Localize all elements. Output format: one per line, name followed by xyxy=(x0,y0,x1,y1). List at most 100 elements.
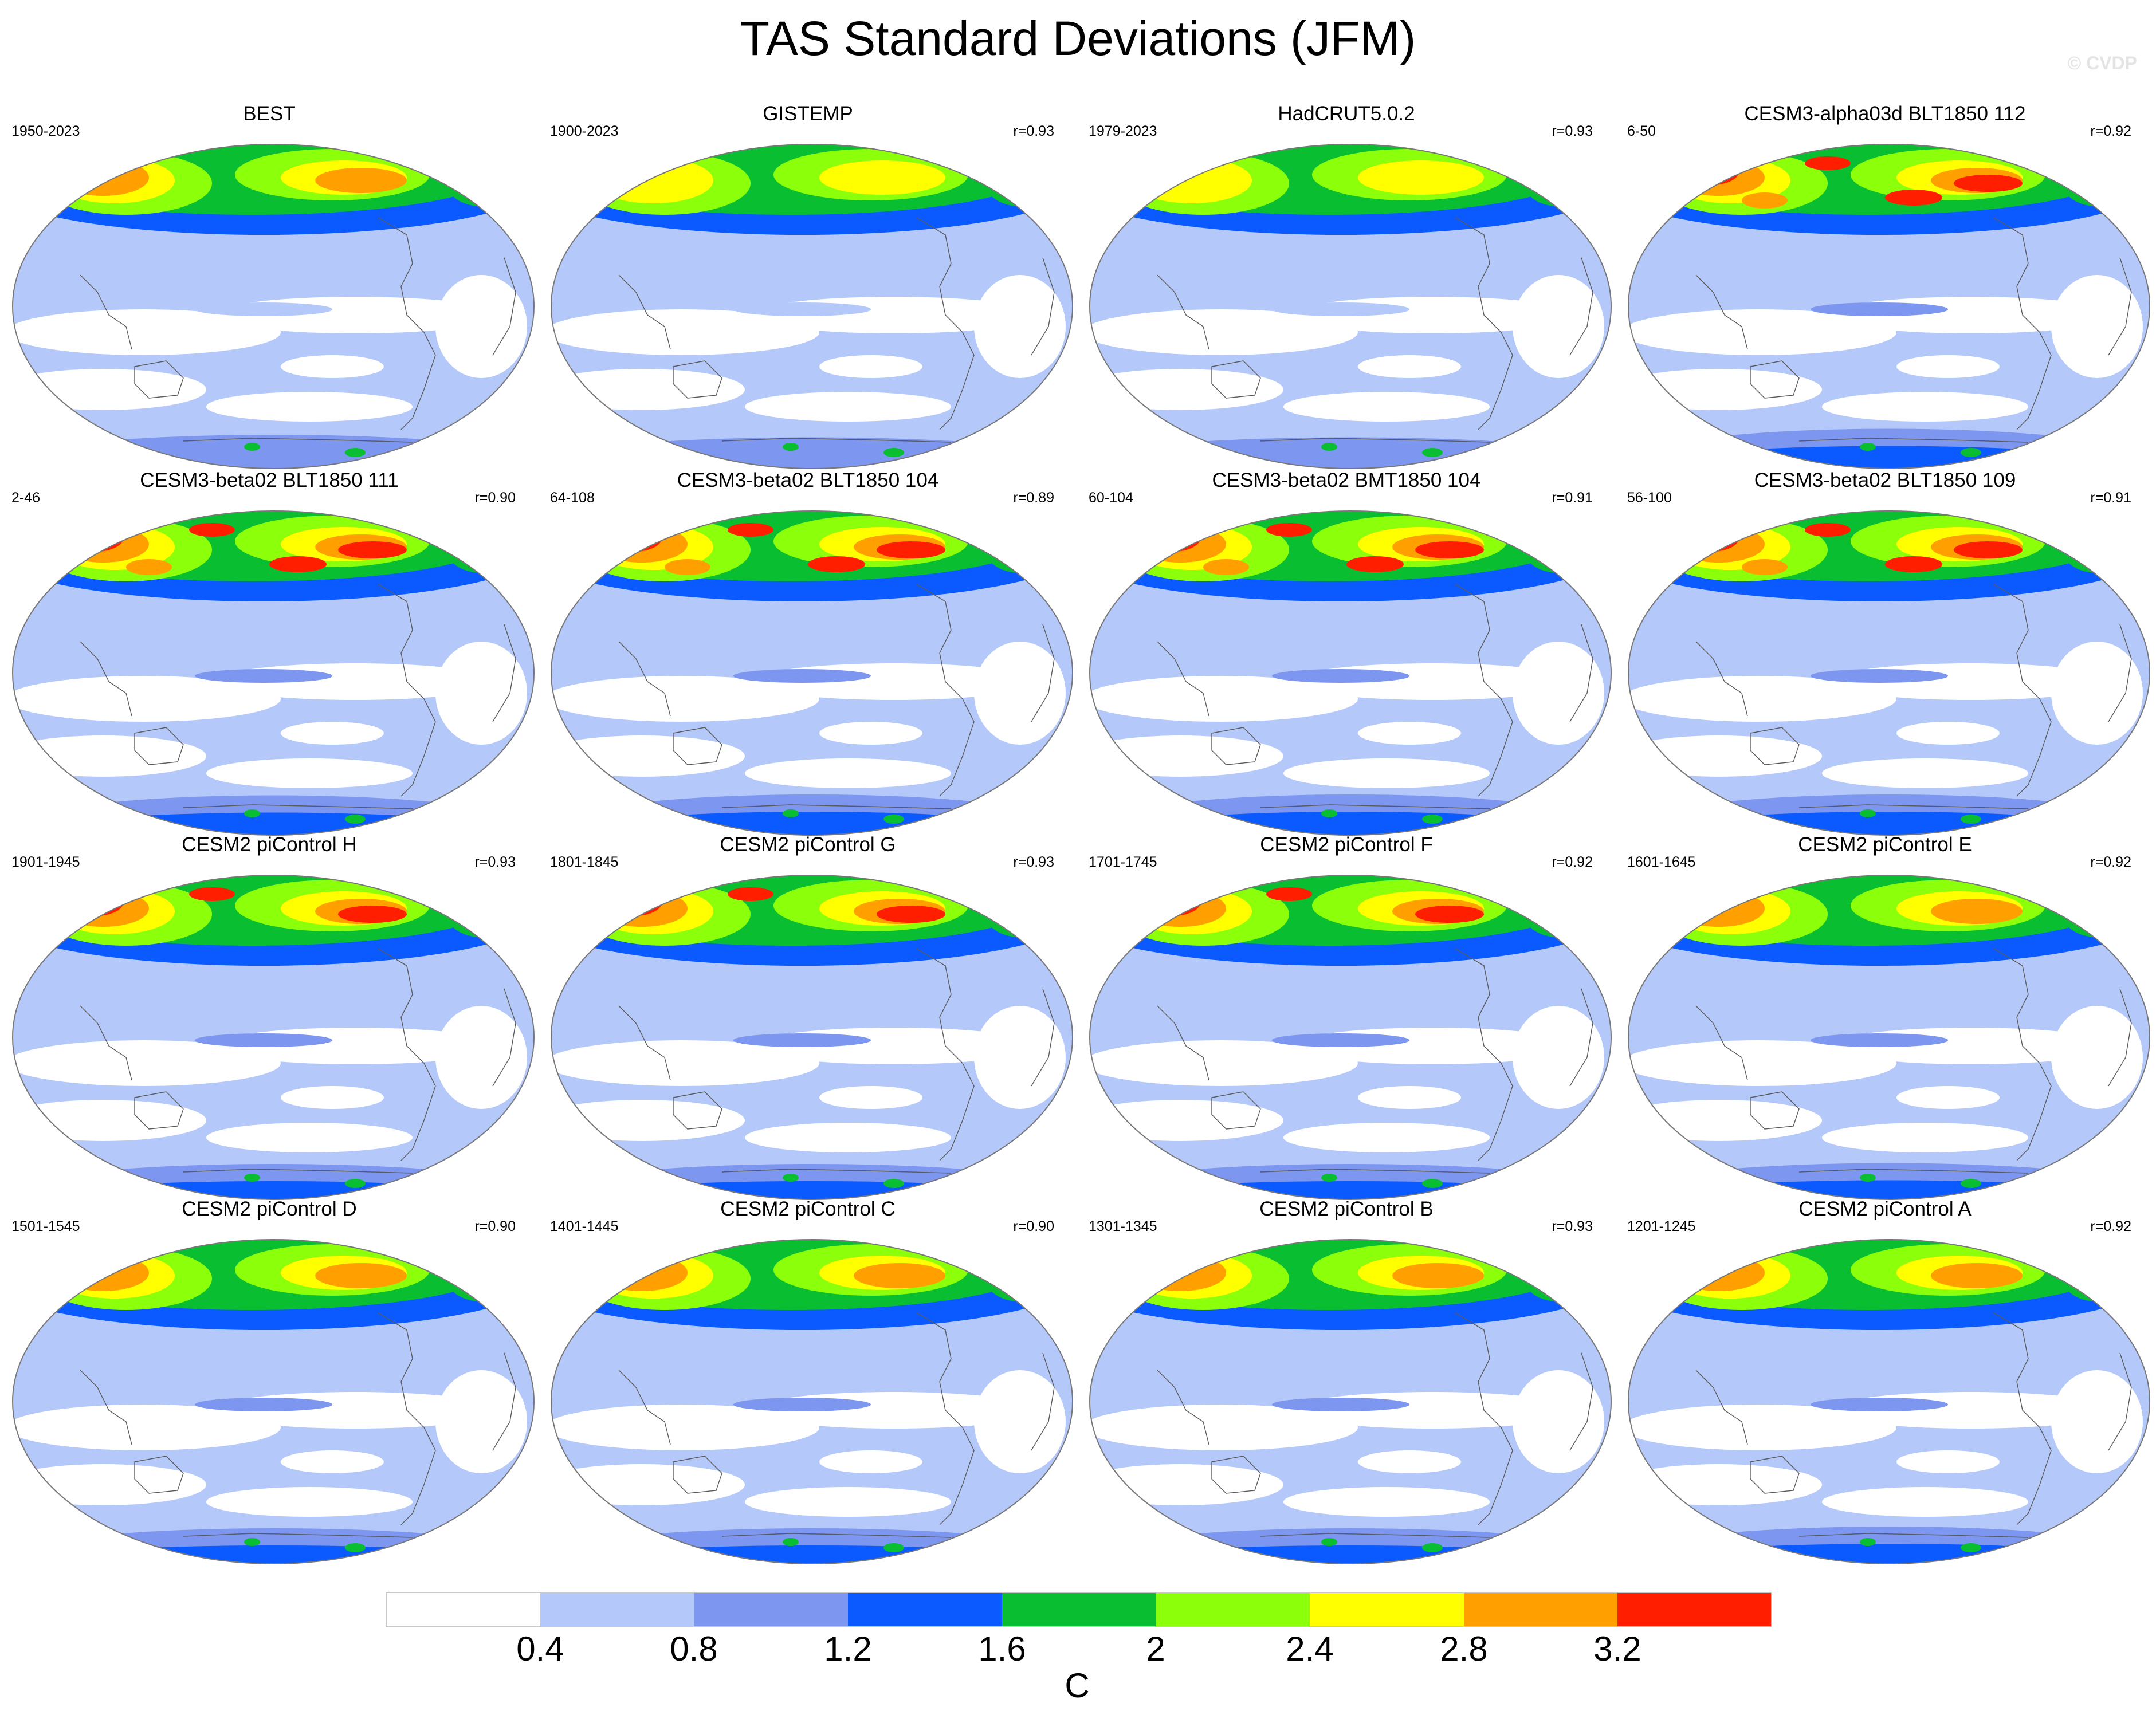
asia-coast xyxy=(618,1370,671,1445)
nh-level-6 xyxy=(819,160,945,195)
panel-title: CESM3-alpha03d BLT1850 112 xyxy=(1744,103,2026,125)
equatorial-band xyxy=(733,1033,871,1047)
low-band xyxy=(206,758,413,788)
sh-spot xyxy=(1422,1543,1443,1552)
nh-level-8 xyxy=(60,889,123,916)
panel-years: 1501-1545 xyxy=(11,1218,80,1234)
asia-coast xyxy=(80,274,132,350)
map-panel: BEST 1950-2023 xyxy=(0,101,539,473)
panel-title: CESM2 piControl B xyxy=(1259,1198,1434,1220)
low-band xyxy=(819,355,922,378)
nh-level-7 xyxy=(1931,899,2023,924)
colorbar-label: 0.4 xyxy=(516,1630,564,1668)
nh-level-8 xyxy=(599,889,662,916)
nh-level-7 xyxy=(854,1263,945,1288)
low-band xyxy=(1628,676,1896,722)
nh-level-6 xyxy=(1358,160,1484,195)
africa-coast xyxy=(1031,257,1055,356)
equatorial-band xyxy=(1811,1033,1948,1047)
antarctica-coast xyxy=(1798,1533,2029,1538)
nh-level-8 xyxy=(599,525,662,552)
coastlines xyxy=(1157,948,1593,1174)
africa-coast xyxy=(1569,988,1593,1087)
coastlines xyxy=(1157,217,1593,443)
sh-spot xyxy=(244,1174,260,1182)
sh-level-2 xyxy=(551,437,1073,469)
australia-coast xyxy=(1750,727,1800,765)
sh-spot xyxy=(244,443,260,451)
nh-level-8 xyxy=(877,906,945,923)
nh-level-7 xyxy=(1392,1263,1484,1288)
nh-level-8 xyxy=(1676,525,1739,552)
nh-level-4 xyxy=(1524,891,1593,937)
low-band xyxy=(206,1487,413,1517)
nh-level-7 xyxy=(1134,526,1226,563)
colorbar-swatch xyxy=(1002,1592,1156,1627)
sh-spot xyxy=(883,1543,904,1552)
panel-correlation: r=0.93 xyxy=(1552,1218,1593,1234)
low-band xyxy=(819,1450,922,1473)
africa-coast xyxy=(2108,257,2132,356)
equatorial-band xyxy=(195,669,332,683)
low-band xyxy=(1513,1370,1604,1473)
nh-level-7 xyxy=(596,1254,688,1291)
nh-level-7 xyxy=(1673,890,1765,927)
nh-level-7 xyxy=(1673,159,1765,196)
world-map xyxy=(551,510,1073,836)
world-map xyxy=(1089,1239,1612,1564)
map-border xyxy=(12,510,535,836)
africa-coast xyxy=(1031,988,1055,1087)
nh-level-7 xyxy=(1742,559,1788,575)
equatorial-band xyxy=(733,302,871,316)
americas-coast xyxy=(1993,217,2052,430)
nh-level-8 xyxy=(728,523,773,537)
nh-level-8 xyxy=(1805,156,1851,170)
antarctica-coast xyxy=(183,804,413,809)
equatorial-band xyxy=(1811,1398,1948,1411)
map-border xyxy=(1089,875,1612,1200)
australia-coast xyxy=(1211,1456,1261,1494)
panel-years: 1950-2023 xyxy=(11,123,80,139)
panel-correlation: r=0.91 xyxy=(1552,490,1593,506)
panel-title: GISTEMP xyxy=(763,103,853,125)
africa-coast xyxy=(1569,257,1593,356)
australia-coast xyxy=(1750,360,1800,399)
asia-coast xyxy=(80,1370,132,1445)
colorbar-label: 3.2 xyxy=(1593,1630,1641,1668)
low-band xyxy=(281,1086,384,1109)
nh-level-8 xyxy=(1137,889,1200,916)
map-panel: CESM2 piControl G 1801-1845 r=0.93 xyxy=(539,832,1077,1204)
africa-coast xyxy=(2108,988,2132,1087)
asia-coast xyxy=(618,274,671,350)
nh-level-8 xyxy=(189,887,235,901)
colorbar xyxy=(386,1592,1772,1627)
antarctica-coast xyxy=(1260,438,1490,443)
equatorial-band xyxy=(1272,669,1409,683)
sh-spot xyxy=(1860,443,1876,451)
equatorial-band xyxy=(195,1398,332,1411)
panel-years: 64-108 xyxy=(550,490,595,506)
americas-coast xyxy=(378,1312,436,1525)
asia-coast xyxy=(1157,1005,1209,1081)
tas-field xyxy=(1090,875,1611,1199)
low-band xyxy=(1358,355,1461,378)
panel-title: BEST xyxy=(243,103,296,125)
panel-title: CESM2 piControl D xyxy=(182,1198,357,1220)
antarctica-coast xyxy=(721,804,952,809)
sh-spot xyxy=(1321,1538,1337,1546)
low-band xyxy=(1283,1123,1490,1152)
panel-correlation: r=0.90 xyxy=(474,1218,516,1234)
low-band xyxy=(2051,1006,2143,1109)
nh-level-8 xyxy=(1266,523,1312,537)
nh-level-4 xyxy=(1524,160,1593,206)
nh-level-8 xyxy=(1266,887,1312,901)
low-band xyxy=(1822,1123,2028,1152)
map-panel: CESM3-beta02 BLT1850 111 2-46 r=0.90 xyxy=(0,467,539,840)
sh-spot xyxy=(883,448,904,457)
australia-coast xyxy=(673,1456,722,1494)
nh-level-4 xyxy=(2063,891,2131,937)
panel-title: CESM2 piControl H xyxy=(182,833,357,856)
tas-field xyxy=(13,1240,534,1564)
sh-level-3 xyxy=(1643,1544,2135,1564)
asia-coast xyxy=(1695,641,1748,717)
